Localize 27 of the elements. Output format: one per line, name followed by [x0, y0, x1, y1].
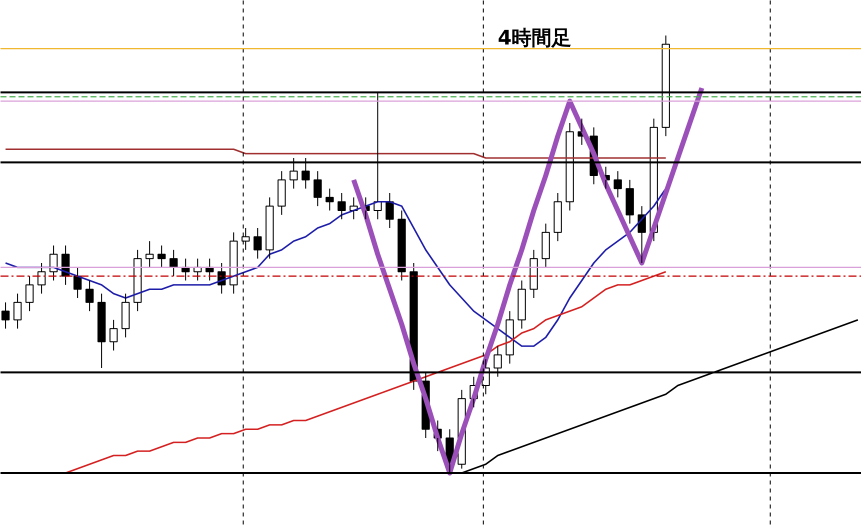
- candlestick: [230, 232, 238, 294]
- candlestick: [13, 293, 22, 330]
- candlestick: [109, 319, 118, 351]
- candlestick: [158, 245, 166, 268]
- chart-title: 4時間足: [498, 26, 572, 50]
- candlestick: [554, 192, 562, 242]
- candlestick: [278, 170, 286, 216]
- candlestick: [542, 223, 550, 268]
- candlestick: [121, 293, 130, 338]
- candlestick: [314, 170, 322, 207]
- candlestick: [254, 228, 262, 260]
- candlestick: [85, 280, 94, 312]
- candlestick: [530, 249, 538, 298]
- candlestick: [386, 192, 394, 228]
- candlestick: [266, 196, 274, 260]
- candlestick: [146, 240, 154, 268]
- candlestick: [614, 170, 622, 198]
- candlestick: [97, 293, 106, 368]
- candlestick: [626, 179, 634, 224]
- candlestick: [37, 262, 46, 294]
- candlestick: [1, 302, 10, 330]
- candlestick: [518, 280, 526, 330]
- candlestick: [338, 192, 346, 220]
- candlestick: [326, 188, 334, 211]
- candlestick: [506, 310, 514, 364]
- candlestick: [25, 276, 34, 312]
- candlestick: [133, 249, 142, 312]
